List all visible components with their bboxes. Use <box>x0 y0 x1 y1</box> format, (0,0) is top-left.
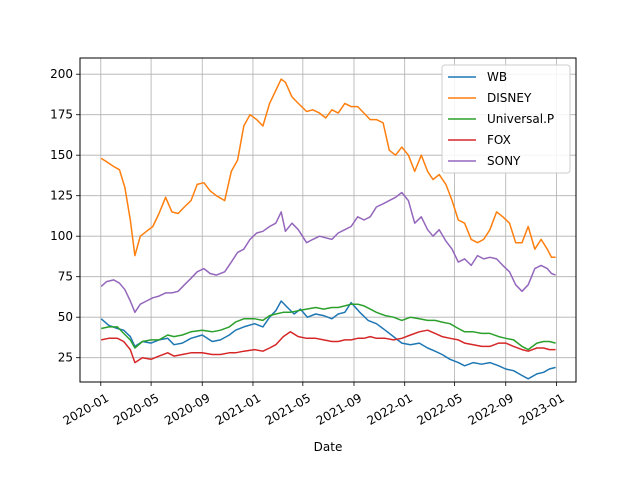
y-tick-label: 150 <box>50 148 73 162</box>
series-line-disney <box>100 78 556 259</box>
series-line-sony <box>100 191 556 314</box>
series-line-universal-p <box>101 303 556 351</box>
legend: WB DISNEY Universal.P FOX SONY <box>441 64 571 174</box>
y-tick-label: 175 <box>50 108 73 122</box>
y-tick-label: 100 <box>50 229 73 243</box>
plot-frame <box>79 57 577 383</box>
legend-label: WB <box>487 70 507 84</box>
series-line-fox <box>101 329 556 364</box>
y-tick-label: 200 <box>50 67 73 81</box>
legend-label: FOX <box>487 133 511 147</box>
series-line-wb <box>100 300 556 380</box>
legend-box <box>441 64 571 174</box>
x-axis-label: Date <box>314 440 343 454</box>
y-tick-label: 50 <box>58 310 73 324</box>
legend-label: SONY <box>487 154 521 168</box>
y-tick-label: 75 <box>58 270 73 284</box>
y-tick-label: 25 <box>58 351 73 365</box>
y-tick-label: 125 <box>50 189 73 203</box>
series-lines <box>100 78 556 380</box>
legend-label: DISNEY <box>487 91 532 105</box>
legend-label: Universal.P <box>487 112 554 126</box>
